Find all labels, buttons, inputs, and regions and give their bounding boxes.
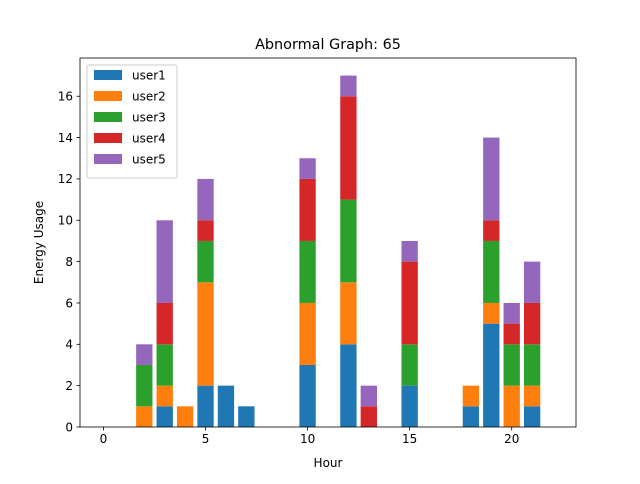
bar-user3-hour-10 [299,240,316,303]
x-tick-label: 15 [402,432,417,446]
bar-user4-hour-5 [197,220,214,241]
bar-user4-hour-3 [156,302,173,345]
bar-user5-hour-13 [360,385,377,407]
bar-user2-hour-5 [197,282,214,386]
bar-user4-hour-12 [340,96,357,200]
chart-title: Abnormal Graph: 65 [255,37,401,53]
x-tick-label: 20 [504,432,519,446]
bar-user4-hour-19 [483,220,500,241]
bars [136,75,541,427]
bar-user2-hour-12 [340,282,357,345]
bar-user5-hour-21 [523,261,541,303]
x-tick-label: 5 [202,432,210,446]
y-tick-label: 2 [65,379,73,393]
bar-user2-hour-4 [176,406,194,427]
legend-swatch-user4 [94,133,122,143]
x-axis-ticks: 0 5 10 15 20 [100,427,519,446]
bar-user2-hour-3 [156,385,173,407]
bar-user4-hour-21 [523,302,541,345]
bar-user3-hour-3 [156,344,173,386]
bar-user5-hour-3 [156,220,173,303]
bar-user1-hour-10 [299,364,316,427]
bar-user1-hour-19 [483,323,500,427]
x-axis-label: Hour [314,456,343,470]
y-axis-ticks: 0 2 4 6 8 10 12 14 16 [58,90,80,434]
bar-user5-hour-10 [299,158,316,179]
bar-user1-hour-12 [340,344,357,427]
y-tick-label: 12 [58,172,73,186]
legend-label-user1: user1 [132,69,166,83]
legend-label-user5: user5 [132,153,166,167]
y-tick-label: 4 [65,338,73,352]
bar-user4-hour-20 [503,323,520,345]
legend-label-user3: user3 [132,111,166,125]
bar-user1-hour-7 [238,406,255,427]
bar-user1-hour-3 [156,406,173,427]
bar-user1-hour-18 [462,406,480,427]
legend-swatch-user3 [94,112,122,122]
bar-user5-hour-2 [136,344,153,365]
plot-frame [79,57,577,428]
bar-user1-hour-15 [401,385,418,427]
bar-user5-hour-19 [483,137,500,221]
legend-swatch-user5 [94,154,122,164]
x-tick-label: 10 [300,432,315,446]
bar-user2-hour-19 [483,302,500,324]
bar-user2-hour-2 [136,406,153,427]
bar-user4-hour-15 [401,261,418,345]
bar-user2-hour-21 [523,385,541,407]
bar-user2-hour-10 [299,302,316,365]
y-tick-label: 14 [58,131,73,145]
legend: user1 user2 user3 user4 user5 [86,64,178,179]
bar-user1-hour-6 [217,385,235,427]
y-tick-label: 16 [58,90,73,104]
bar-user2-hour-20 [503,385,520,427]
bar-user3-hour-21 [523,344,541,386]
bar-user3-hour-20 [503,344,520,386]
legend-label-user4: user4 [132,132,166,146]
legend-swatch-user1 [94,70,122,80]
bar-user3-hour-12 [340,199,357,283]
bar-user4-hour-13 [360,406,377,427]
y-tick-label: 10 [58,214,73,228]
bar-user5-hour-12 [340,75,357,97]
y-tick-label: 0 [65,420,73,434]
x-tick-label: 0 [100,432,108,446]
bar-user1-hour-21 [523,406,541,427]
bar-user3-hour-19 [483,240,500,303]
bar-user4-hour-10 [299,178,316,241]
bar-user3-hour-2 [136,364,153,407]
bar-user3-hour-5 [197,240,214,283]
bar-user5-hour-20 [503,302,520,324]
legend-swatch-user2 [94,91,122,101]
y-axis-label: Energy Usage [32,201,46,284]
bar-user2-hour-18 [462,385,480,407]
y-tick-label: 8 [65,255,73,269]
bar-user5-hour-5 [197,178,214,221]
bar-user5-hour-15 [401,240,418,262]
bar-user3-hour-15 [401,344,418,386]
y-tick-label: 6 [65,296,73,310]
legend-label-user2: user2 [132,90,166,104]
bar-user1-hour-5 [197,385,214,427]
